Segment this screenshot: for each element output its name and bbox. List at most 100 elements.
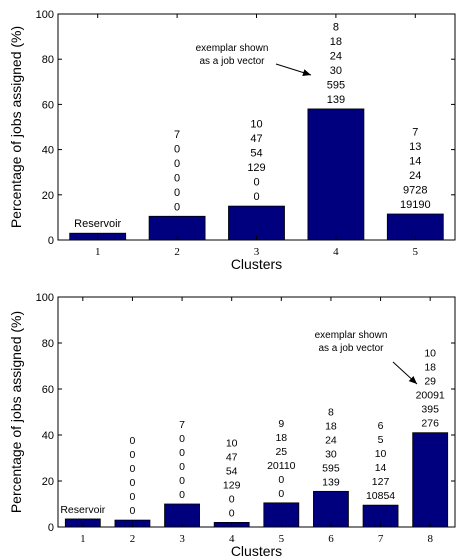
bar-data-label: 7 (412, 127, 418, 139)
bar-data-label: 595 (327, 79, 345, 91)
bar-data-label: 0 (130, 435, 136, 447)
y-tick-label: 40 (42, 430, 54, 442)
bar-data-label: 6 (378, 420, 384, 432)
bar-data-label: 54 (226, 465, 238, 477)
bar-data-label: 18 (330, 36, 342, 48)
chart-panel-2: 0204060801001Reservoir200000037000004104… (8, 292, 456, 559)
annotation-text: exemplar shown (315, 330, 388, 341)
bar-data-label: 7 (179, 419, 185, 431)
bar-data-label: 0 (278, 474, 284, 486)
x-tick-label: 1 (95, 246, 101, 258)
bar-data-label: 0 (278, 488, 284, 500)
bar-data-label: 0 (179, 447, 185, 459)
bar-data-label: 13 (409, 141, 421, 153)
bar (263, 502, 300, 528)
bar-data-label: 8 (328, 406, 334, 418)
x-tick-label: 7 (378, 533, 384, 545)
x-axis-label: Clusters (231, 543, 282, 559)
y-tick-label: 0 (48, 235, 54, 247)
bar-data-label: 24 (330, 50, 342, 62)
annotation-text: exemplar shown (196, 43, 269, 54)
bar-data-label: 24 (325, 434, 337, 446)
y-tick-label: 0 (48, 522, 54, 534)
bar-data-label: 127 (372, 476, 390, 488)
bar-data-label: Reservoir (60, 504, 105, 516)
bar-data-label: 9728 (403, 185, 427, 197)
bar-data-label: 14 (375, 462, 387, 474)
bar-data-label: 18 (424, 362, 436, 374)
y-tick-label: 80 (42, 338, 54, 350)
annotation-arrow-head (302, 69, 311, 76)
bar-data-label: 0 (179, 433, 185, 445)
bar-data-label: 0 (130, 463, 136, 475)
bar-data-label: 18 (275, 432, 287, 444)
bar-data-label: 29 (424, 376, 436, 388)
y-tick-label: 40 (42, 145, 54, 157)
x-axis-label: Clusters (231, 256, 282, 272)
bar-data-label: 0 (229, 493, 235, 505)
bar-data-label: 0 (179, 489, 185, 501)
chart-panel-1: 0204060801001Reservoir270000031047541290… (8, 9, 456, 272)
bar-data-label: 0 (229, 507, 235, 519)
x-tick-label: 2 (130, 533, 136, 545)
x-tick-label: 3 (254, 246, 260, 258)
x-tick-label: 4 (333, 246, 339, 258)
y-axis-label: Percentage of jobs assigned (%) (8, 26, 24, 228)
bar-data-label: 129 (223, 479, 241, 491)
bar-data-label: 7 (174, 129, 180, 141)
bar (228, 205, 285, 241)
bar-data-label: 10 (226, 437, 238, 449)
bar-data-label: 0 (130, 491, 136, 503)
bar-data-label: 10854 (366, 490, 395, 502)
x-tick-label: 5 (279, 533, 285, 545)
bar-data-label: 395 (421, 404, 439, 416)
bar-data-label: 25 (275, 446, 287, 458)
bar-data-label: 30 (325, 448, 337, 460)
bar (307, 108, 365, 241)
bar-data-label: 0 (174, 158, 180, 170)
bar-data-label: 10 (424, 348, 436, 360)
bar-data-label: 30 (330, 65, 342, 77)
x-tick-label: 5 (413, 246, 419, 258)
bar-data-label: 20091 (416, 390, 445, 402)
bar-data-label: 0 (130, 449, 136, 461)
bar-data-label: 14 (409, 156, 421, 168)
bar-data-label: 0 (174, 187, 180, 199)
y-tick-label: 80 (42, 54, 54, 66)
bar (412, 432, 449, 528)
y-tick-label: 20 (42, 476, 54, 488)
annotation-text: as a job vector (318, 343, 384, 354)
bar-data-label: 276 (421, 418, 439, 430)
y-tick-label: 60 (42, 99, 54, 111)
bar-data-label: 0 (179, 461, 185, 473)
x-tick-label: 1 (80, 533, 86, 545)
bar-data-label: 0 (179, 475, 185, 487)
x-tick-label: 8 (427, 533, 433, 545)
plot-frame (57, 296, 456, 528)
bar-data-label: 19190 (400, 199, 431, 211)
x-tick-label: 2 (174, 246, 180, 258)
bar-data-label: 0 (174, 172, 180, 184)
bar-data-label: 129 (247, 162, 265, 174)
annotation-text: as a job vector (199, 56, 265, 67)
bar-data-label: 8 (333, 21, 339, 33)
y-tick-label: 100 (36, 292, 54, 304)
bar-data-label: 139 (322, 476, 340, 488)
x-tick-label: 3 (179, 533, 185, 545)
bar-data-label: 595 (322, 462, 340, 474)
y-tick-label: 20 (42, 190, 54, 202)
bar-data-label: 9 (278, 418, 284, 430)
bar-data-label: 47 (250, 133, 262, 145)
bar-data-label: 18 (325, 420, 337, 432)
bar-data-label: 0 (174, 143, 180, 155)
bar-data-label: Reservoir (74, 218, 121, 230)
bar-data-label: 24 (409, 170, 421, 182)
annotation-arrow-head (408, 376, 417, 384)
bar-data-label: 20110 (267, 460, 296, 472)
x-tick-label: 6 (328, 533, 334, 545)
bar (313, 490, 349, 528)
bar-data-label: 54 (250, 148, 262, 160)
y-axis-label: Percentage of jobs assigned (%) (8, 311, 24, 513)
bar-data-label: 5 (378, 434, 384, 446)
